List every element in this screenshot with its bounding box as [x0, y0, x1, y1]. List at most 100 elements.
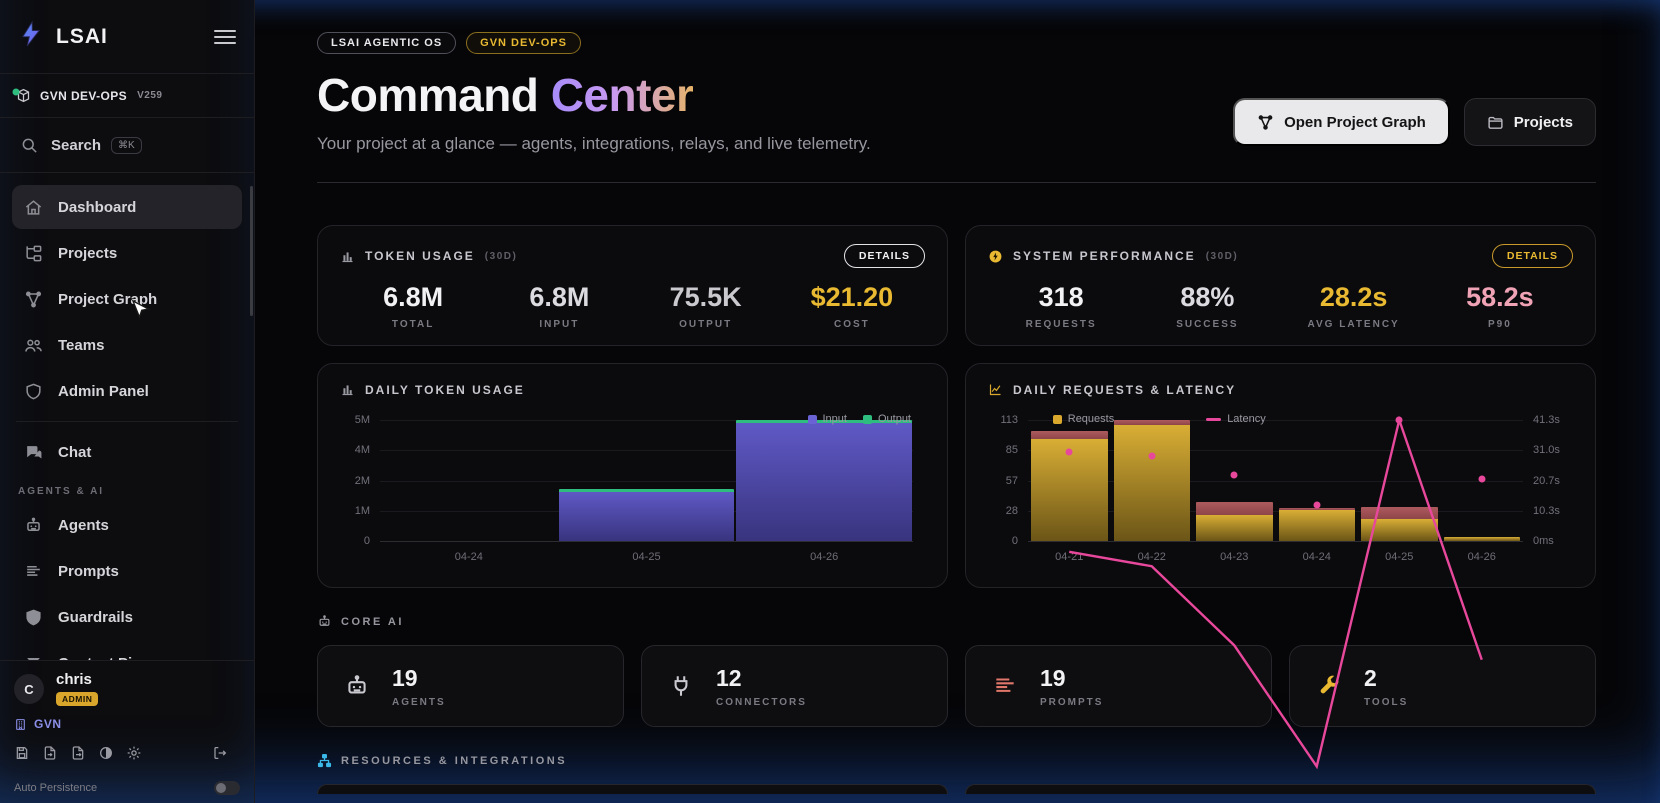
- details-button[interactable]: DETAILS: [1491, 244, 1573, 268]
- core-card-value: 19: [392, 664, 418, 691]
- stat-card-token-usage: TOKEN USAGE (30D) DETAILS 6.8M TOTAL 6.8M INPU…: [317, 225, 948, 346]
- search-row[interactable]: Search ⌘K: [0, 118, 254, 173]
- core-card-connectors[interactable]: 12 CONNECTORS: [641, 645, 948, 727]
- workspace-version: V259: [137, 90, 163, 101]
- brand-name: LSAI: [56, 24, 108, 48]
- role-badge: ADMIN: [56, 692, 99, 706]
- auto-persistence-toggle[interactable]: [214, 781, 240, 795]
- sidebar-item-label: Admin Panel: [58, 382, 149, 400]
- sidebar-item-project-graph[interactable]: Project Graph: [12, 277, 242, 321]
- chart-card-daily-requests-latency: DAILY REQUESTS & LATENCY 113 41.3s 85 31.0s 5…: [965, 363, 1596, 588]
- y-axis-tick-left: 113: [1000, 414, 1018, 426]
- requests-bar-04-25[interactable]: [1361, 506, 1438, 541]
- avatar[interactable]: C: [14, 674, 44, 704]
- chart-legend-latency: Latency: [1206, 413, 1266, 425]
- sidebar-scrollbar[interactable]: [250, 186, 253, 316]
- graph-icon: [24, 289, 44, 309]
- sidebar-footer: C chris ADMIN GVN Auto Persistence: [0, 660, 254, 803]
- workspace-row[interactable]: GVN DEV-OPS V259: [0, 74, 254, 118]
- core-card-value: 12: [716, 664, 742, 691]
- logout-icon[interactable]: [212, 741, 240, 765]
- latency-point[interactable]: [1313, 501, 1321, 509]
- chat-icon: [24, 442, 44, 462]
- token-bar-04-26[interactable]: [736, 420, 912, 541]
- search-icon: [20, 136, 38, 154]
- open-project-graph-button[interactable]: Open Project Graph: [1233, 98, 1450, 146]
- requests-latency-plot: 113 41.3s 85 31.0s 57 20.7s 28 10.3s 0 0ms 04-21 04…: [1000, 416, 1560, 541]
- latency-point[interactable]: [1395, 416, 1403, 424]
- core-card-prompts[interactable]: 19 PROMPTS: [965, 645, 1272, 727]
- y-axis-tick: 0: [363, 535, 370, 547]
- page-subtitle: Your project at a glance — agents, integ…: [317, 134, 871, 153]
- sidebar-item-admin-panel[interactable]: Admin Panel: [12, 369, 242, 413]
- token-bar-04-25[interactable]: [558, 488, 735, 541]
- card-title: TOKEN USAGE: [365, 249, 475, 263]
- y-axis-tick-right: 0ms: [1533, 535, 1554, 547]
- stat-success: 88% SUCCESS: [1176, 282, 1239, 330]
- latency-point[interactable]: [1065, 448, 1073, 456]
- card-title: SYSTEM PERFORMANCE: [1013, 249, 1196, 263]
- latency-point[interactable]: [1230, 471, 1238, 479]
- page-title-accent: Center: [550, 69, 694, 121]
- requests-bar-04-22[interactable]: [1113, 420, 1190, 541]
- import-icon[interactable]: [42, 741, 70, 765]
- y-axis-tick-right: 20.7s: [1533, 474, 1560, 487]
- bar-slot: [1276, 420, 1359, 541]
- network-icon: [317, 753, 332, 768]
- sidebar-item-dashboard[interactable]: Dashboard: [12, 185, 242, 229]
- x-axis-tick: 04-22: [1137, 551, 1166, 563]
- sidebar-item-label: Project Graph: [58, 290, 158, 308]
- bar-slot: [1441, 420, 1524, 541]
- header-divider: [317, 182, 1596, 183]
- sidebar-item-agents[interactable]: Agents: [12, 503, 242, 547]
- y-axis-tick-left: 57: [1005, 474, 1018, 487]
- core-ai-section-label: CORE AI: [317, 614, 1596, 629]
- org-name: GVN: [34, 717, 62, 731]
- x-axis-tick: 04-24: [1302, 551, 1331, 563]
- shield-icon: [24, 381, 44, 401]
- projects-button[interactable]: Projects: [1463, 98, 1596, 146]
- footer-icon-row: [14, 741, 240, 765]
- sidebar-item-label: Teams: [58, 336, 105, 354]
- bar-slot: [1111, 420, 1194, 541]
- core-card-agents[interactable]: 19 AGENTS: [317, 645, 624, 727]
- gear-icon[interactable]: [126, 741, 154, 765]
- bar-slot: [1028, 420, 1111, 541]
- export-icon[interactable]: [70, 741, 98, 765]
- contrast-icon[interactable]: [98, 741, 126, 765]
- prompt-lines-icon: [992, 673, 1018, 699]
- hamburger-menu-icon[interactable]: [214, 26, 236, 48]
- requests-bar-04-26[interactable]: [1443, 536, 1520, 541]
- sidebar-item-teams[interactable]: Teams: [12, 323, 242, 367]
- core-card-tools[interactable]: 2 TOOLS: [1289, 645, 1596, 727]
- x-axis-tick: 04-26: [1467, 551, 1496, 563]
- core-card-label: CONNECTORS: [716, 696, 807, 708]
- building-icon: [14, 718, 27, 731]
- badge-env: GVN DEV-OPS: [466, 32, 581, 54]
- sidebar-item-chat[interactable]: Chat: [12, 430, 242, 474]
- sidebar-item-prompts[interactable]: Prompts: [12, 549, 242, 593]
- x-axis-tick: 04-26: [810, 551, 839, 563]
- requests-bar-04-24[interactable]: [1278, 507, 1355, 541]
- sidebar-item-guardrails[interactable]: Guardrails: [12, 595, 242, 639]
- latency-point[interactable]: [1148, 452, 1156, 460]
- home-icon: [24, 197, 44, 217]
- token-usage-plot: 5M 4M 2M 1M 0 04-24 04-25 04-26 Input Output: [355, 413, 913, 563]
- requests-bar-04-23[interactable]: [1196, 502, 1273, 541]
- x-axis-tick: 04-23: [1220, 551, 1249, 563]
- core-card-value: 2: [1364, 664, 1377, 691]
- wrench-icon: [1316, 673, 1342, 699]
- nav-divider: [16, 421, 238, 422]
- stat-card-system-performance: SYSTEM PERFORMANCE (30D) DETAILS 318 REQUEST…: [965, 225, 1596, 346]
- shield-filled-icon: [24, 607, 44, 627]
- save-icon[interactable]: [14, 741, 42, 765]
- robot-icon: [317, 614, 332, 629]
- sidebar-item-projects[interactable]: Projects: [12, 231, 242, 275]
- y-axis-tick-left: 85: [1005, 444, 1018, 457]
- details-button[interactable]: DETAILS: [843, 244, 925, 268]
- y-axis-tick: 1M: [354, 504, 370, 517]
- sidebar-item-label: Dashboard: [58, 198, 137, 216]
- latency-point[interactable]: [1478, 475, 1486, 483]
- requests-bar-04-21[interactable]: [1031, 430, 1108, 541]
- sidebar-brand: LSAI: [0, 0, 254, 74]
